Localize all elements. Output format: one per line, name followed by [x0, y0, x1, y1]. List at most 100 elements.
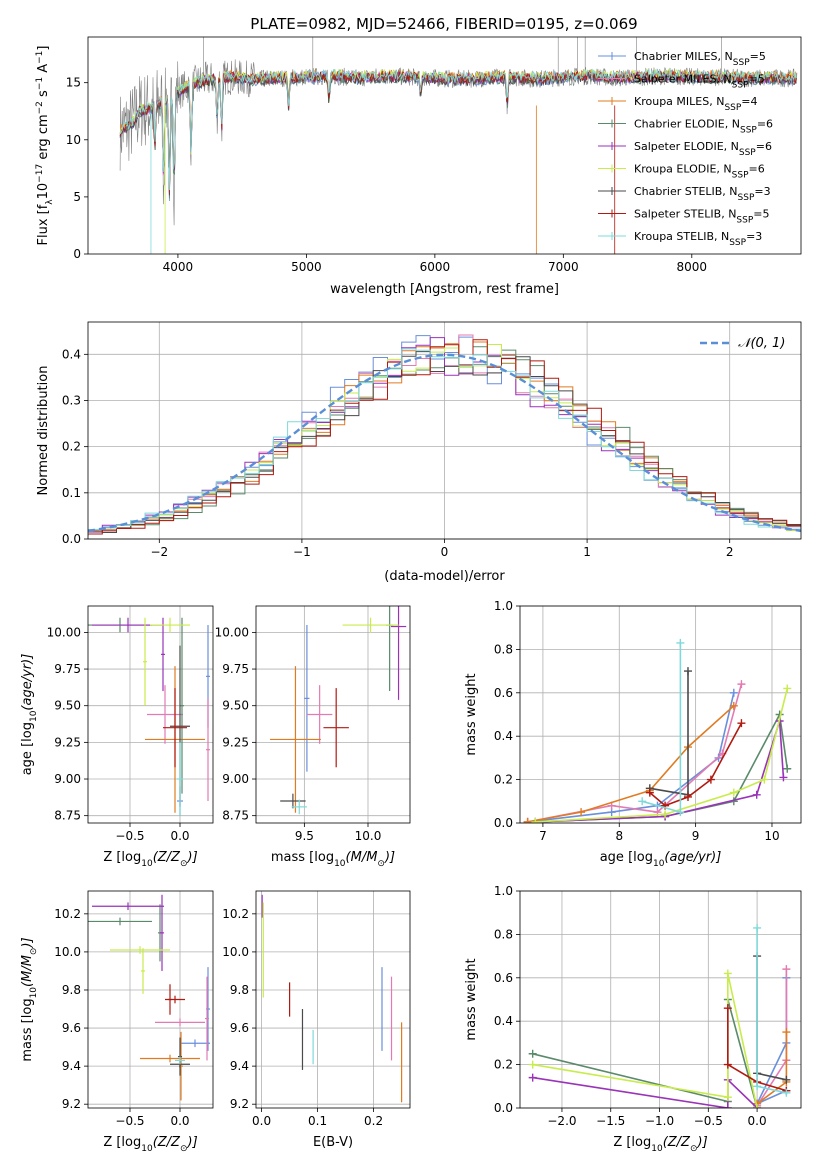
y-tick-label: 9.2: [62, 1097, 81, 1111]
x-tick-label: −2: [150, 545, 168, 559]
panel-spectrum: 4000 5000 6000 7000 8000 0 5 10 15 Chabrier MILES…: [35, 36, 802, 297]
errorbar-point: [306, 685, 333, 744]
weight-point-marker: [729, 688, 738, 697]
x-tick-label: −2.0: [547, 1114, 576, 1128]
x-tick-label: 10: [764, 829, 779, 843]
y-tick-label: 9.2: [230, 1097, 249, 1111]
x-tick-label: 0.0: [170, 829, 189, 843]
y-tick-label: 0: [73, 247, 81, 261]
y-tick-label: 0.2: [494, 1058, 513, 1072]
weight-point-marker: [783, 684, 792, 693]
x-axis-label: age [log10(age/yr)]: [600, 850, 722, 869]
y-tick-label: 10.00: [215, 625, 249, 639]
weight-point-marker: [706, 775, 715, 784]
x-tick-label: 7000: [548, 260, 579, 274]
y-tick-label: 8.75: [54, 809, 81, 823]
weight-series-line: [532, 999, 758, 1108]
x-axis-label: Z [log10(Z/Z⊙)]: [103, 850, 197, 869]
model-spectrum-line: [119, 68, 797, 191]
errorbar-point: [205, 976, 209, 1061]
y-tick-label: 8.75: [222, 809, 249, 823]
errorbar-point: [163, 688, 187, 768]
spectrum-legend: Chabrier MILES, NSSP=5 Salpeter MILES, NS…: [598, 50, 773, 248]
plot-area: [88, 617, 210, 816]
plot-area: [88, 894, 210, 1101]
axes-frame: [255, 890, 411, 1109]
errorbar-point: [180, 1039, 210, 1048]
errorbar-point: [110, 946, 170, 954]
x-axis-label: Z [log10(Z/Z⊙)]: [103, 1135, 197, 1154]
y-tick-label: 0.4: [62, 347, 81, 361]
errorbar-point: [304, 625, 310, 772]
weight-point-marker: [528, 1073, 537, 1082]
weight-series-line: [649, 671, 689, 796]
plot-area: [523, 638, 792, 823]
errorbar-point: [168, 984, 172, 1015]
y-axis-label: Flux [fλ10−17 erg cm−2 s−1 A−1]: [35, 46, 55, 246]
panel-age_vs_mass: 9.5 10.0 8.75 9.00 9.25 9.50 9.75 10.00 mass [lo…: [215, 605, 411, 869]
weight-series-line: [727, 1008, 787, 1092]
plot-area: [270, 606, 407, 815]
x-tick-label: 9: [692, 829, 700, 843]
y-tick-label: 0.1: [62, 486, 81, 500]
x-tick-label: 0.1: [308, 1114, 327, 1128]
axes-frame: [87, 890, 214, 1109]
weight-point-marker: [723, 1060, 732, 1069]
weight-point-marker: [638, 797, 647, 806]
y-tick-label: 0.8: [494, 642, 513, 656]
errorbar-point: [342, 617, 399, 633]
x-tick-label: 2: [726, 545, 734, 559]
errorbar-point: [291, 799, 307, 815]
y-axis-label: mass weight: [464, 673, 479, 755]
weight-point-marker: [683, 667, 692, 676]
weight-point-marker: [779, 773, 788, 782]
legend-entry: Kroupa ELODIE, NSSP=6: [634, 163, 765, 181]
y-tick-label: 9.75: [222, 662, 249, 676]
weight-point-marker: [782, 1028, 791, 1037]
x-tick-label: −1: [293, 545, 311, 559]
x-tick-label: −1.0: [645, 1114, 674, 1128]
y-tick-label: 15: [66, 76, 81, 90]
weight-point-marker: [782, 1075, 791, 1084]
legend-entry: Salpeter MILES, NSSP=5: [634, 73, 765, 91]
x-tick-label: 8: [615, 829, 623, 843]
errorbar-point: [175, 1056, 185, 1065]
legend-entry: Kroupa STELIB, NSSP=3: [634, 230, 762, 248]
y-tick-label: 9.6: [230, 1021, 249, 1035]
x-tick-label: 10.0: [355, 829, 382, 843]
y-tick-label: 0.2: [62, 440, 81, 454]
errorbar-point: [161, 617, 165, 692]
y-tick-label: 0.6: [494, 971, 513, 985]
y-tick-label: 9.75: [54, 662, 81, 676]
weight-series-line: [641, 642, 682, 814]
weight-point-marker: [782, 965, 791, 974]
plot-area: [261, 894, 403, 1103]
x-axis-label: wavelength [Angstrom, rest frame]: [330, 282, 559, 297]
x-tick-label: −1.5: [596, 1114, 625, 1128]
errorbar-point: [150, 617, 190, 633]
x-tick-label: 7: [539, 829, 547, 843]
errorbar-point: [180, 617, 184, 794]
x-axis-label: mass [log10(M/M⊙)]: [271, 850, 395, 869]
weight-point-marker: [783, 764, 792, 773]
errorbar-point: [280, 793, 306, 809]
x-tick-label: −0.5: [115, 829, 144, 843]
weight-series-line: [532, 973, 758, 1108]
y-tick-label: 10.2: [54, 907, 81, 921]
errorbar-point: [270, 666, 321, 813]
y-tick-label: 0.0: [494, 816, 513, 830]
y-tick-label: 10.2: [222, 907, 249, 921]
figure-title: PLATE=0982, MJD=52466, FIBERID=0195, z=0…: [250, 15, 637, 33]
y-tick-label: 0.6: [494, 686, 513, 700]
y-tick-label: 9.00: [54, 772, 81, 786]
legend-entry: Chabrier MILES, NSSP=5: [634, 50, 766, 68]
residual-histogram-step: [88, 348, 801, 535]
y-tick-label: 10.00: [47, 625, 81, 639]
legend-entry: Chabrier STELIB, NSSP=3: [634, 185, 771, 203]
plot-area: [119, 37, 798, 254]
weight-point-marker: [676, 808, 685, 817]
x-tick-label: −0.5: [115, 1114, 144, 1128]
weight-point-marker: [723, 1004, 732, 1013]
y-tick-label: 9.50: [54, 699, 81, 713]
